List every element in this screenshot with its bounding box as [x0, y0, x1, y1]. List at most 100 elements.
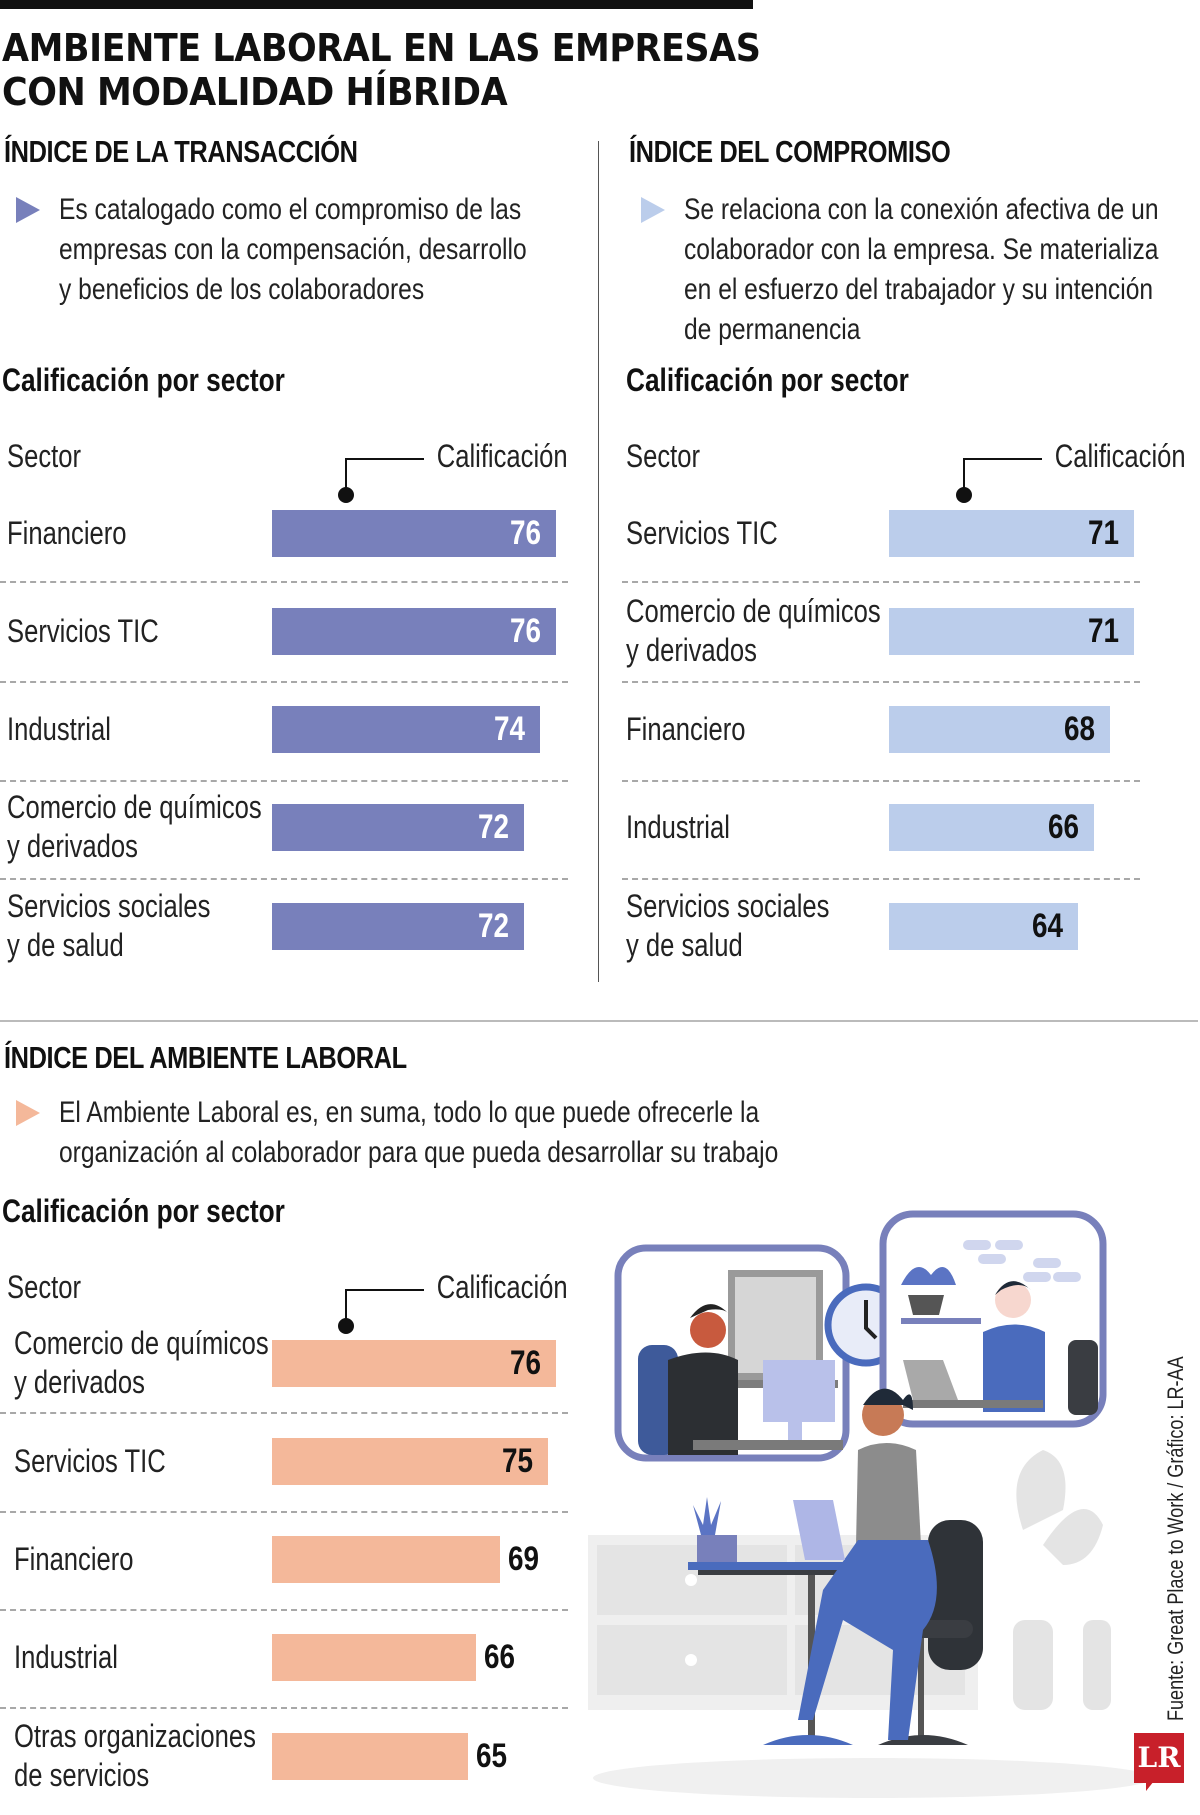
section-heading-ambiente: ÍNDICE DEL AMBIENTE LABORAL	[4, 1040, 407, 1075]
bar-value: 65	[476, 1737, 508, 1775]
office-worker-icon	[688, 1388, 983, 1745]
sector-label: Industrial	[626, 808, 730, 847]
section-divider	[0, 1020, 1198, 1022]
row-separator	[0, 681, 568, 683]
sector-label: Servicios sociales y de salud	[626, 887, 829, 965]
lr-logo-icon: LR	[1134, 1733, 1184, 1783]
source-credit: Fuente: Great Place to Work / Gráfico: L…	[1163, 1356, 1188, 1721]
page-title: AMBIENTE LABORAL EN LAS EMPRESAS CON MOD…	[2, 26, 761, 114]
section-description-ambiente: El Ambiente Laboral es, en suma, todo lo…	[59, 1093, 778, 1173]
bar	[272, 510, 556, 557]
bar-value: 75	[502, 1442, 534, 1480]
callout-line	[346, 458, 424, 460]
column-header-sector: Sector	[7, 1269, 81, 1305]
bar	[889, 510, 1134, 557]
sector-label: Comercio de químicos y derivados	[626, 592, 881, 670]
sector-label: Industrial	[14, 1638, 118, 1677]
bar-value: 76	[510, 514, 542, 552]
bar	[889, 608, 1134, 655]
description-line: colaborador con la empresa. Se materiali…	[684, 233, 1159, 266]
sector-label: Financiero	[7, 514, 127, 553]
row-separator	[0, 1412, 568, 1414]
callout-line	[963, 458, 965, 493]
description-line: de permanencia	[684, 313, 861, 346]
subheading-ambiente: Calificación por sector	[2, 1193, 285, 1229]
triangle-bullet-icon	[16, 1100, 40, 1126]
sector-label-line: Industrial	[14, 1638, 118, 1675]
sector-label-line: Financiero	[7, 514, 127, 551]
bar-value: 66	[484, 1638, 516, 1676]
description-line: El Ambiente Laboral es, en suma, todo lo…	[59, 1096, 760, 1129]
callout-dot-icon	[338, 1318, 354, 1334]
callout-line	[346, 1289, 424, 1291]
subheading-transaccion: Calificación por sector	[2, 362, 285, 398]
callout-line	[345, 1289, 347, 1324]
callout-dot-icon	[956, 487, 972, 503]
column-header-calificacion: Calificación	[437, 438, 568, 474]
sector-label-line: Servicios sociales	[7, 888, 211, 924]
logo-tail-icon	[1146, 1781, 1154, 1791]
triangle-bullet-icon	[16, 197, 40, 223]
row-separator	[622, 681, 1140, 683]
bar-value: 74	[494, 710, 526, 748]
sector-label-line: de servicios	[14, 1757, 150, 1793]
column-header-calificacion: Calificación	[437, 1269, 568, 1305]
bar-value: 66	[1048, 808, 1080, 846]
sector-label-line: Servicios TIC	[626, 514, 778, 551]
bar-value: 76	[510, 612, 542, 650]
hybrid-work-illustration	[588, 1210, 1143, 1798]
bar	[272, 1340, 556, 1387]
remote-worker-2-icon	[879, 1210, 1107, 1428]
bar-value: 72	[478, 808, 510, 846]
triangle-bullet-icon	[641, 197, 665, 223]
sector-label: Financiero	[14, 1540, 134, 1579]
section-heading-transaccion: ÍNDICE DE LA TRANSACCIÓN	[4, 134, 358, 169]
callout-line	[345, 458, 347, 493]
sector-label-line: Servicios sociales	[626, 888, 830, 924]
description-line: y beneficios de los colaboradores	[59, 273, 425, 306]
callout-line	[964, 458, 1042, 460]
description-line: en el esfuerzo del trabajador y su inten…	[684, 273, 1154, 306]
section-description-transaccion: Es catalogado como el compromiso de las …	[59, 190, 527, 310]
bar	[272, 903, 524, 950]
sector-label: Servicios TIC	[7, 612, 159, 651]
sector-label: Comercio de químicos y derivados	[7, 788, 262, 866]
sector-label-line: y de salud	[7, 927, 124, 963]
floor-shadow	[593, 1758, 1143, 1798]
column-header-calificacion: Calificación	[1055, 438, 1186, 474]
bar-value: 71	[1088, 612, 1120, 650]
description-line: empresas con la compensación, desarrollo	[59, 233, 527, 266]
bar	[272, 706, 540, 753]
sector-label: Comercio de químicos y derivados	[14, 1324, 269, 1402]
sector-label: Industrial	[7, 710, 111, 749]
row-separator	[622, 878, 1140, 880]
column-header-sector: Sector	[626, 438, 700, 474]
bar	[272, 1733, 468, 1780]
sector-label: Servicios sociales y de salud	[7, 887, 210, 965]
description-line: Es catalogado como el compromiso de las	[59, 193, 522, 226]
sector-label-line: Comercio de químicos	[7, 789, 262, 825]
remote-worker-1-icon	[614, 1244, 850, 1462]
row-separator	[622, 780, 1140, 782]
page-title-line2: CON MODALIDAD HÍBRIDA	[2, 70, 508, 114]
sector-label: Financiero	[626, 710, 746, 749]
sector-label-line: y derivados	[7, 828, 138, 864]
sector-label-line: Industrial	[7, 710, 111, 747]
bar	[272, 804, 524, 851]
bar-value: 71	[1088, 514, 1120, 552]
callout-dot-icon	[338, 487, 354, 503]
top-rule	[0, 0, 753, 9]
sector-label-line: y de salud	[626, 927, 743, 963]
bar	[889, 903, 1078, 950]
description-line: Se relaciona con la conexión afectiva de…	[684, 193, 1159, 226]
sector-label-line: Servicios TIC	[7, 612, 159, 649]
bar	[272, 1536, 500, 1583]
bar-value: 68	[1064, 710, 1096, 748]
bar-value: 69	[508, 1540, 540, 1578]
column-header-sector: Sector	[7, 438, 81, 474]
bar	[889, 804, 1094, 851]
bar	[272, 608, 556, 655]
bar	[889, 706, 1110, 753]
row-separator	[622, 581, 1140, 583]
sector-label: Otras organizaciones de servicios	[14, 1717, 256, 1795]
